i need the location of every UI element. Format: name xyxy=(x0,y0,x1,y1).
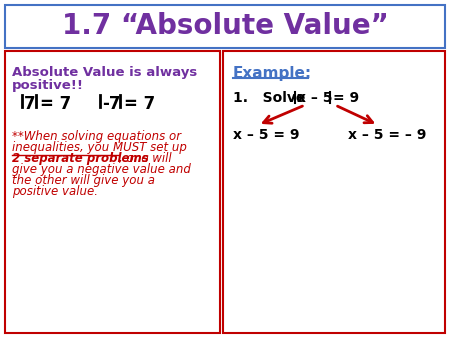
Text: **When solving equations or: **When solving equations or xyxy=(12,130,181,143)
Text: x – 5: x – 5 xyxy=(297,91,333,105)
Text: -7: -7 xyxy=(102,95,121,113)
Text: 7: 7 xyxy=(24,95,36,113)
Text: = 9: = 9 xyxy=(333,91,359,105)
Text: Absolute Value is always: Absolute Value is always xyxy=(12,66,197,79)
FancyBboxPatch shape xyxy=(5,51,220,333)
Text: 1.7 “Absolute Value”: 1.7 “Absolute Value” xyxy=(62,12,388,40)
Text: 1.   Solve: 1. Solve xyxy=(233,91,306,105)
Text: 2 separate problems: 2 separate problems xyxy=(12,152,149,165)
Text: Example:: Example: xyxy=(233,66,312,81)
Text: positive!!: positive!! xyxy=(12,79,84,92)
Text: x – 5 = 9: x – 5 = 9 xyxy=(233,128,300,142)
Text: positive value.: positive value. xyxy=(12,185,98,198)
Text: = 7: = 7 xyxy=(124,95,155,113)
Text: , one will: , one will xyxy=(119,152,171,165)
Text: = 7: = 7 xyxy=(40,95,71,113)
FancyBboxPatch shape xyxy=(5,5,445,48)
Text: inequalities, you MUST set up: inequalities, you MUST set up xyxy=(12,141,187,154)
FancyBboxPatch shape xyxy=(223,51,445,333)
Text: the other will give you a: the other will give you a xyxy=(12,174,155,187)
Text: give you a negative value and: give you a negative value and xyxy=(12,163,191,176)
Text: x – 5 = – 9: x – 5 = – 9 xyxy=(348,128,427,142)
